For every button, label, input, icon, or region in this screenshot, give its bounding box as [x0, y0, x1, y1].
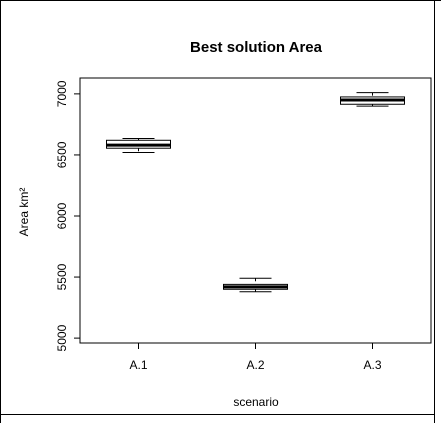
- y-tick-label: 6000: [55, 202, 69, 229]
- y-tick-label: 7000: [55, 80, 69, 107]
- boxes: [106, 92, 405, 293]
- x-ticks: A.1 A.2 A.3: [129, 343, 382, 372]
- x-tick-label: A.2: [246, 358, 264, 372]
- y-ticks: 5000 5500 6000 6500 7000: [55, 80, 80, 351]
- x-axis-label: scenario: [233, 395, 279, 409]
- y-tick-label: 6500: [55, 141, 69, 168]
- x-tick-label: A.1: [129, 358, 147, 372]
- chart-title: Best solution Area: [190, 39, 323, 56]
- y-axis-label: Area km²: [17, 188, 31, 237]
- y-tick-label: 5000: [55, 324, 69, 351]
- box-A-1: [106, 137, 171, 153]
- x-tick-label: A.3: [363, 358, 381, 372]
- box-A-3: [340, 92, 405, 107]
- box-A-2: [223, 277, 288, 293]
- y-tick-label: 5500: [55, 263, 69, 290]
- plot-area: [79, 77, 432, 344]
